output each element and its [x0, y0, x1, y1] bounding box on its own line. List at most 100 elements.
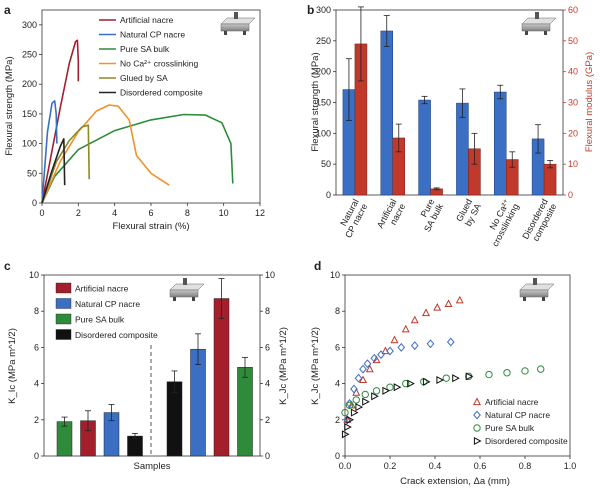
bar-c	[190, 348, 206, 457]
legend-label-d: Artificial nacre	[485, 397, 539, 407]
y2-tick-label-c: 10	[265, 270, 275, 280]
x-tick-label-d: 0.6	[474, 461, 487, 471]
y2-tick-label-b: 0	[568, 190, 573, 200]
panel-label-d: d	[314, 259, 321, 273]
category-label-b: No Ca²⁺crosslinking	[481, 197, 521, 248]
legend-swatch-c	[55, 282, 72, 294]
scatter-point-d	[421, 308, 431, 317]
legend-label-c: Disordered composite	[75, 330, 158, 340]
panel-label-b: b	[307, 3, 314, 17]
legend-label-d: Pure SA bulk	[485, 423, 535, 433]
scatter-point-d	[410, 315, 419, 324]
scatter-point-d	[444, 299, 453, 307]
y-tick-label-b: 250	[316, 36, 331, 46]
scatter-point-d	[370, 353, 379, 363]
scatter-point-d	[386, 383, 394, 391]
y-axis-label-a: Flexural strength (MPa)	[4, 56, 15, 155]
bar-flexural-modulus	[543, 163, 557, 196]
y2-tick-label-b: 10	[568, 159, 578, 169]
bars-c	[56, 278, 253, 457]
scatter-point-d	[442, 374, 450, 382]
y-tick-label-a: 300	[22, 20, 37, 30]
scatter-point-d	[397, 342, 406, 352]
x-axis-label-c: Samples	[134, 461, 171, 472]
legend-label-c: Artificial nacre	[75, 284, 129, 294]
bar-flexural-strength	[380, 30, 393, 196]
panel-label-a: a	[4, 3, 11, 17]
scatter-point-d	[341, 430, 350, 439]
legend-label-d: Disordered composite	[485, 436, 568, 446]
scatter-point-d	[358, 375, 368, 383]
y-tick-label-d: 6	[335, 342, 340, 352]
category-label-b: Gluedby SA	[454, 197, 483, 228]
scatter-point-d	[350, 408, 359, 417]
scatter-point-d	[452, 374, 460, 383]
y2-tick-label-c: 8	[265, 306, 270, 316]
bar-c	[56, 421, 73, 457]
legend-marker-d	[473, 436, 482, 446]
legend-marker-d	[473, 424, 481, 432]
x-tick-label-d: 0.0	[339, 461, 352, 471]
flexural-test-block-icon-d	[519, 278, 555, 301]
y-tick-label-c: 0	[34, 451, 39, 461]
series-line-a	[41, 113, 234, 204]
scatter-point-d	[401, 324, 410, 333]
y2-tick-label-c: 0	[265, 451, 270, 461]
y-ticks-a: 0 50 100 150 200 250 300	[22, 20, 42, 208]
y-tick-label-c: 8	[34, 306, 39, 316]
y-axis-label-d: K_Jc (MPa m^1/2)	[310, 327, 321, 405]
y2-tick-label-b: 50	[568, 36, 578, 46]
category-label-b: NaturalCP nacre	[334, 197, 369, 239]
legend-label-a: No Ca²⁺ crosslinking	[120, 59, 198, 69]
legend-c: Artificial nacre Natural CP nacre Pure SA …	[55, 282, 158, 340]
y-tick-label-a: 150	[22, 109, 37, 119]
legend-label-a: Disordered composite	[120, 88, 203, 98]
scatter-point-d	[521, 367, 529, 375]
series-line-a	[41, 39, 80, 204]
x-ticks-a: 0 2 4 6 8 10 12	[39, 203, 265, 218]
legend-label-a: Artificial nacre	[120, 15, 174, 25]
y-tick-label-b: 300	[316, 5, 331, 15]
y-tick-label-d: 0	[335, 451, 340, 461]
scatter-point-d	[341, 408, 349, 417]
y-tick-label-d: 8	[335, 306, 340, 316]
scatter-point-d	[361, 390, 369, 399]
scatter-point-d	[344, 422, 352, 432]
scatter-point-d	[402, 379, 410, 388]
x-tick-label-a: 6	[148, 208, 153, 218]
y2-tick-label-b: 30	[568, 98, 578, 108]
x-axis-label-d: Crack extension, Δa (mm)	[400, 476, 510, 487]
y-ticks-b: 0 50 100 150 200 250 300	[316, 5, 336, 200]
scatter-point-d	[390, 335, 399, 344]
legend-d: Artificial nacre Natural CP nacre Pure SA …	[472, 397, 568, 446]
bar-flexural-strength	[418, 99, 431, 196]
legend-swatch-c	[55, 298, 72, 309]
y-tick-label-d: 2	[335, 415, 340, 425]
x-tick-label-a: 2	[76, 208, 81, 218]
scatter-point-d	[345, 399, 354, 408]
bar-flexural-strength	[494, 91, 507, 196]
scatter-point-d	[426, 339, 435, 349]
category-label-b: PureSA bulk	[413, 197, 445, 234]
panel-c: c 0 2 4 6 8 10 0 2 4 6 8 10 K_Ic (MPa m^1/2) K_Jc …	[4, 259, 289, 472]
legend-label-d: Natural CP nacre	[485, 410, 550, 420]
legend-label-a: Glued by SA	[120, 73, 168, 83]
scatter-point-d	[352, 396, 360, 404]
legend-marker-d	[473, 410, 481, 420]
scatter-point-d	[354, 373, 363, 383]
panel-d: d 0.0 0.2 0.4 0.6 0.8 1.0 0 2 4 6 8 10 Crack exten…	[310, 259, 576, 487]
scatter-point-d	[371, 392, 379, 401]
y2-tick-label-c: 4	[265, 379, 270, 389]
category-labels-b: NaturalCP nacre Artificialnacre PureSA bul…	[334, 197, 558, 248]
scatter-point-d	[346, 415, 355, 424]
scatter-point-d	[393, 383, 402, 392]
scatter-point-d	[382, 386, 391, 395]
x-tick-label-a: 8	[185, 208, 190, 218]
scatter-point-d	[422, 377, 431, 386]
scatter-point-d	[433, 303, 442, 311]
y2-tick-label-c: 2	[265, 415, 270, 425]
x-tick-label-d: 0.2	[384, 461, 397, 471]
series-line-a	[41, 124, 90, 204]
scatter-point-d	[372, 387, 381, 395]
